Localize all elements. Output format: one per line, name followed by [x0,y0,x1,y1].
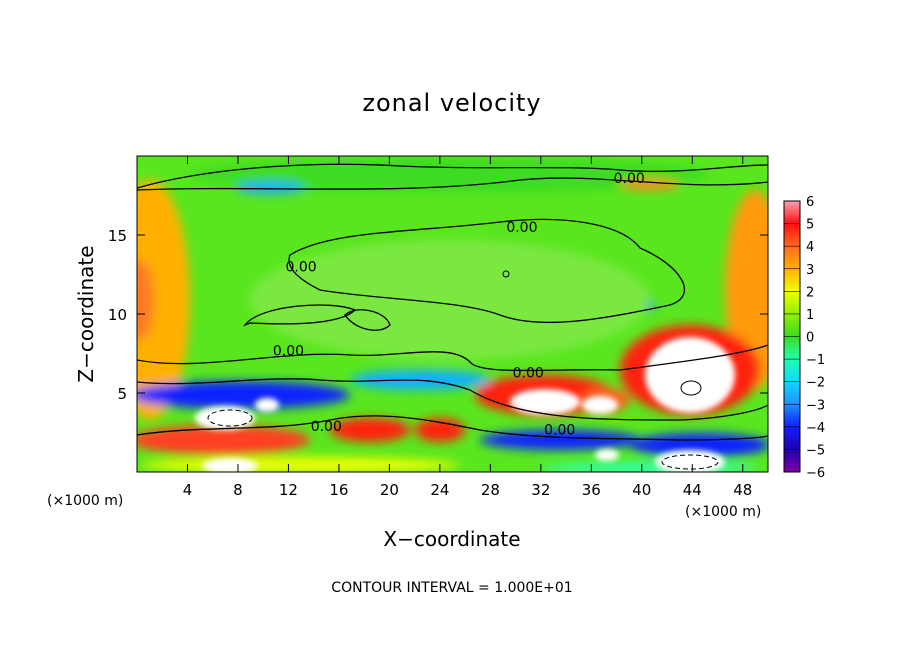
x-tick-label: 24 [430,481,449,499]
contour-label: 0.00 [506,220,537,236]
x-unit-label-left: (×1000 m) [47,493,123,509]
colorbar [783,200,801,473]
y-tick-label: 5 [117,385,127,403]
colorbar-label: 5 [806,218,814,233]
contour-label: 0.00 [513,365,544,381]
x-tick-label: 12 [279,481,298,499]
colorbar-label: −4 [806,421,825,436]
x-axis-ticks: 4 8 12 16 20 24 28 32 36 40 44 48 [183,156,752,499]
zero-contours [137,163,768,441]
colorbar-label: 2 [806,285,814,300]
x-tick-label: 40 [632,481,651,499]
contour-label: 0.00 [273,343,304,359]
colorbar-label: 4 [806,240,814,255]
x-tick-label: 44 [683,481,702,499]
colorbar-label: −3 [806,398,825,413]
contour-labels: 0.00 0.00 0.00 0.00 0.00 0.00 0.00 [273,171,645,438]
x-tick-label: 16 [329,481,348,499]
velocity-extremes [195,337,735,472]
plot-area: 0.00 0.00 0.00 0.00 0.00 0.00 0.00 [137,156,768,472]
contour-label: 0.00 [285,260,316,276]
x-unit-label-right: (×1000 m) [685,504,761,520]
colorbar-label: 0 [806,331,814,346]
colorbar-label: −2 [806,376,825,391]
contour-label: 0.00 [311,419,342,435]
colorbar-labels: 6 5 4 3 2 1 0 −1 −2 −3 −4 −5 −6 [806,195,825,481]
chart-title: zonal velocity [362,89,541,117]
x-tick-label: 36 [582,481,601,499]
negative-contours [207,409,719,470]
colorbar-label: 3 [806,263,814,278]
colorbar-label: −5 [806,443,825,458]
positive-contours [502,270,702,396]
contour-label: 0.00 [614,171,645,187]
x-axis-label: X−coordinate [383,527,520,551]
contour-interval: CONTOUR INTERVAL = 1.000E+01 [331,580,572,596]
x-tick-label: 28 [481,481,500,499]
x-tick-label: 48 [733,481,752,499]
x-tick-label: 20 [380,481,399,499]
colorbar-label: 1 [806,308,814,323]
contour-label: 0.00 [544,422,575,438]
colorbar-label: −1 [806,353,825,368]
y-axis-label: Z−coordinate [74,245,98,382]
y-axis-ticks: 5 10 15 [108,227,768,403]
x-tick-label: 4 [183,481,193,499]
y-tick-label: 15 [108,227,127,245]
x-tick-label: 32 [531,481,550,499]
colorbar-label: −6 [806,466,825,481]
colorbar-label: 6 [806,195,814,210]
y-tick-label: 10 [108,306,127,324]
x-tick-label: 8 [233,481,243,499]
